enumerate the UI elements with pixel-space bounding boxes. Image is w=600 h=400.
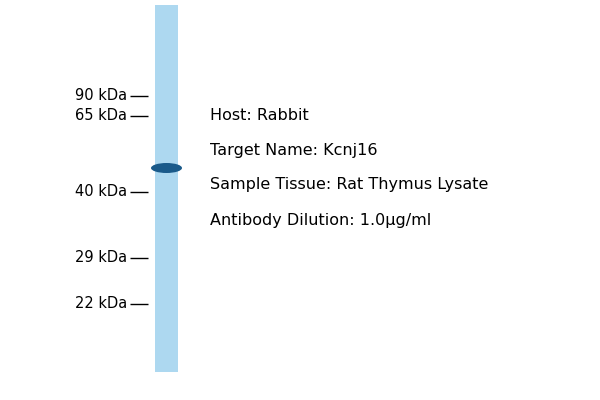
Text: 29 kDa: 29 kDa [75, 250, 127, 266]
Text: Target Name: Kcnj16: Target Name: Kcnj16 [210, 142, 377, 158]
Text: 22 kDa: 22 kDa [75, 296, 127, 312]
Text: 90 kDa: 90 kDa [75, 88, 127, 104]
Text: 65 kDa: 65 kDa [75, 108, 127, 124]
Text: 40 kDa: 40 kDa [75, 184, 127, 200]
Text: Sample Tissue: Rat Thymus Lysate: Sample Tissue: Rat Thymus Lysate [210, 178, 488, 192]
Text: Host: Rabbit: Host: Rabbit [210, 108, 309, 122]
Bar [155, 5, 178, 372]
Text: Antibody Dilution: 1.0μg/ml: Antibody Dilution: 1.0μg/ml [210, 212, 431, 228]
Ellipse shape [151, 163, 182, 173]
